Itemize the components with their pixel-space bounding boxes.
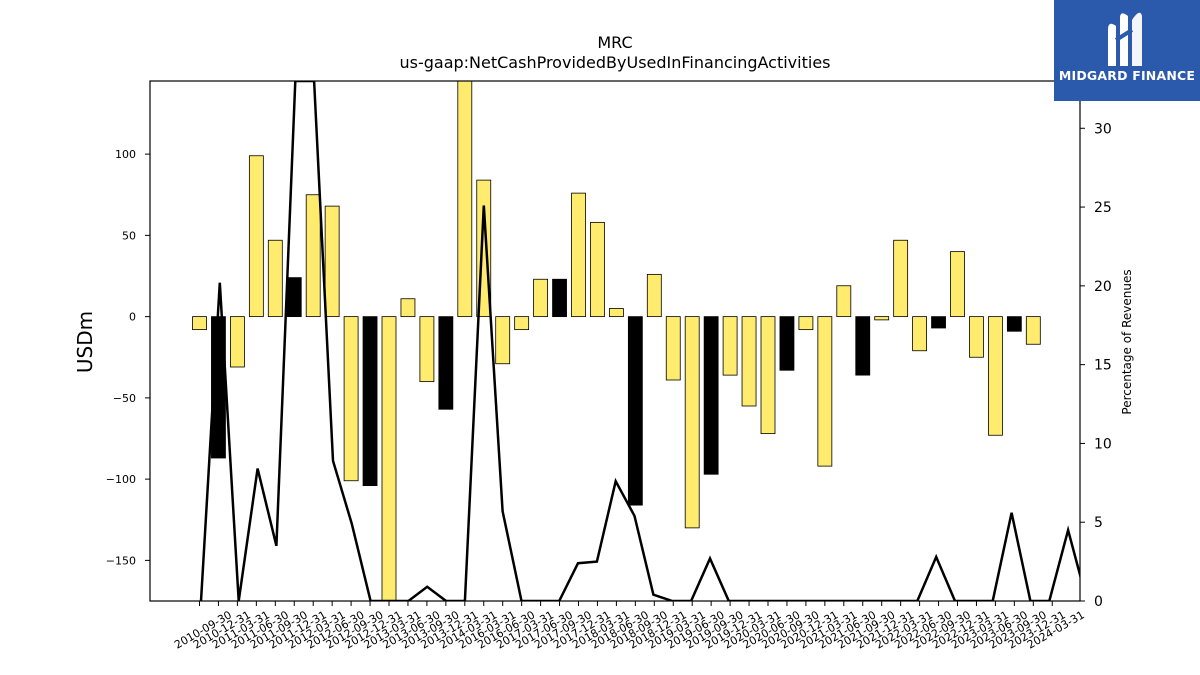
bar-2018-03-31	[590, 221, 605, 318]
bar-2021-03-31	[817, 316, 833, 467]
bar-2013-09-30	[419, 316, 435, 383]
bar-2022-03-31	[893, 239, 909, 318]
bar-2011-06-30	[248, 155, 264, 318]
logo-mark-icon	[1108, 12, 1142, 66]
bar-2017-03-31	[514, 316, 530, 331]
bar-2018-06-30	[609, 308, 624, 318]
bar-2018-12-31	[646, 273, 662, 318]
chart-title: MRC	[597, 33, 632, 52]
bar-2013-03-31	[381, 316, 397, 602]
bar-2012-12-31	[362, 316, 378, 487]
bar-2020-12-31	[798, 316, 814, 331]
bar-2021-06-30	[836, 285, 852, 318]
bar-2019-06-30	[684, 316, 700, 529]
revenue-percentage-line	[199, 81, 1080, 601]
bar-2012-06-30	[324, 205, 340, 318]
bar-2013-12-31	[438, 316, 454, 410]
y-tick-label: 100	[115, 148, 136, 161]
y-axis: 100 50 0 −50 −100 −150	[106, 148, 150, 567]
y2-axis-label: Percentage of Revenues	[1120, 269, 1134, 414]
y2-tick-label: 15	[1094, 358, 1112, 374]
y-tick-label: −100	[106, 473, 136, 486]
bar-2017-12-31	[571, 192, 586, 318]
brand-logo: MIDGARD FINANCE	[1054, 0, 1200, 101]
bar-2023-03-31	[969, 316, 984, 358]
bar-2020-03-31	[741, 316, 757, 407]
bar-2021-09-30	[855, 316, 871, 376]
y2-tick-label: 25	[1094, 200, 1112, 216]
bar-2022-06-30	[912, 316, 927, 352]
bar-2012-03-31	[305, 194, 321, 318]
bar-2018-09-30	[627, 316, 643, 506]
y-tick-label: −50	[113, 392, 136, 405]
bar-2023-06-30	[988, 316, 1003, 436]
bar-2011-03-31	[229, 316, 245, 368]
x-axis: 2010-09-302010-12-312011-03-312011-06-30…	[172, 601, 1087, 652]
bar-2019-09-30	[703, 316, 719, 475]
bar-2022-12-31	[950, 251, 965, 318]
bar-2021-12-31	[874, 316, 890, 321]
bar-2017-06-30	[533, 278, 548, 318]
y-tick-label: 50	[122, 229, 136, 242]
bar-2019-12-31	[722, 316, 738, 376]
y2-tick-label: 5	[1094, 515, 1103, 531]
bar-2020-09-30	[779, 316, 795, 371]
bar-2020-06-30	[760, 316, 776, 435]
logo-text: MIDGARD FINANCE	[1058, 68, 1196, 83]
bar-2013-06-30	[400, 298, 416, 318]
bar-2012-09-30	[343, 316, 359, 482]
y2-tick-label: 0	[1094, 594, 1103, 610]
chart-subtitle: us-gaap:NetCashProvidedByUsedInFinancing…	[399, 53, 830, 72]
y2-tick-label: 10	[1094, 436, 1112, 452]
plot-frame	[149, 80, 1081, 602]
y-tick-label: −150	[106, 554, 136, 567]
y2-axis: 0 5 10 15 20 25 30	[1080, 121, 1112, 610]
bars-group	[192, 80, 1041, 602]
bar-2023-09-30	[1006, 316, 1022, 332]
bar-2022-09-30	[931, 316, 946, 329]
bar-2019-03-31	[665, 316, 681, 381]
bar-2010-09-30	[192, 316, 207, 331]
line-group	[199, 81, 1080, 601]
y2-tick-label: 30	[1094, 121, 1112, 137]
bar-2011-09-30	[267, 239, 283, 318]
y2-tick-label: 20	[1094, 279, 1112, 295]
bar-2017-09-30	[552, 278, 567, 318]
bar-2014-03-31	[457, 80, 473, 318]
y-axis-label: USDm	[73, 311, 97, 373]
bar-2016-06-30	[495, 316, 511, 365]
bar-2023-12-31	[1025, 316, 1041, 345]
y-tick-label: 0	[129, 311, 136, 324]
bar-2011-12-31	[286, 277, 302, 318]
